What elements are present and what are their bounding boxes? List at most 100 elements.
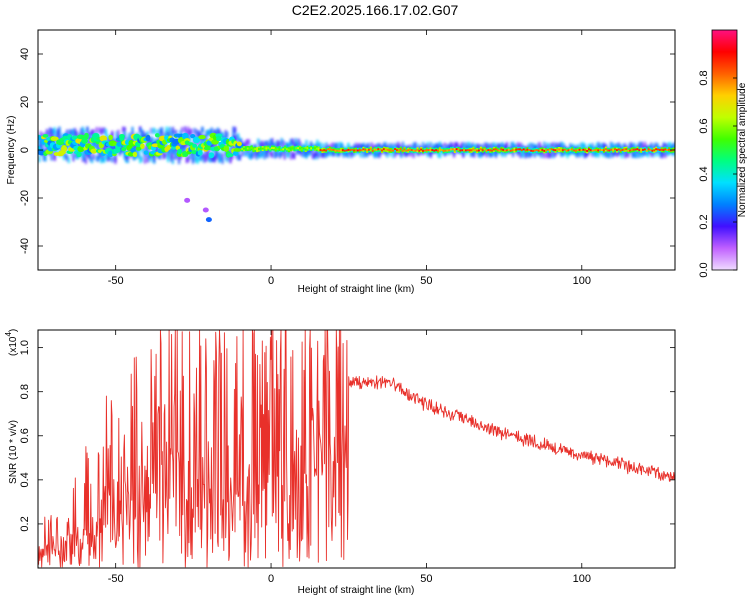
spectrogram-cell bbox=[208, 129, 212, 136]
spectrogram-cell bbox=[496, 149, 499, 152]
spectrogram-cell bbox=[191, 157, 195, 164]
spectrogram-cell bbox=[278, 141, 282, 148]
spectrogram-cell bbox=[39, 131, 43, 138]
spectrogram-cell bbox=[311, 153, 314, 160]
spectrogram-cell bbox=[131, 126, 134, 133]
spectrogram-cell bbox=[154, 133, 160, 138]
spectrogram-cell bbox=[100, 157, 103, 164]
spectrogram-cell bbox=[494, 151, 498, 158]
spectrogram-cell bbox=[207, 129, 210, 136]
spectrogram-cell bbox=[275, 150, 279, 157]
spectrogram-cell bbox=[494, 148, 497, 151]
spectrogram-cell bbox=[140, 143, 145, 149]
spectrogram-cell bbox=[505, 142, 509, 149]
colorbar-tick-label: 0.2 bbox=[698, 214, 710, 229]
spectrogram-cell bbox=[244, 150, 248, 157]
spectrogram-cell bbox=[338, 149, 341, 152]
spectrogram-cell bbox=[417, 143, 420, 150]
spectrogram-cell bbox=[321, 149, 324, 152]
spectrogram-cell bbox=[491, 142, 495, 149]
spectrogram-cell bbox=[517, 148, 520, 151]
spectrogram-ytick-label: 40 bbox=[19, 48, 31, 60]
svg-text:(x104): (x104) bbox=[4, 329, 19, 356]
spectrogram-cell bbox=[235, 133, 238, 140]
spectrogram-cell bbox=[295, 147, 298, 150]
spectrogram-cell bbox=[373, 148, 376, 151]
spectrogram-cell bbox=[524, 149, 527, 152]
spectrogram-cell bbox=[488, 151, 492, 158]
spectrogram-ytick-label: 0 bbox=[19, 147, 31, 153]
spectrogram-cell bbox=[347, 148, 350, 151]
spectrogram-cell bbox=[101, 127, 105, 134]
spectrogram-cell bbox=[574, 149, 578, 152]
spectrogram-cell bbox=[584, 151, 588, 158]
spectrogram-cell bbox=[463, 143, 467, 150]
spectrogram-cell bbox=[435, 149, 438, 152]
spectrogram-cell bbox=[308, 146, 311, 149]
spectrogram-cell bbox=[312, 152, 316, 159]
spectrogram-cell bbox=[443, 150, 447, 157]
spectrogram-cell bbox=[581, 149, 585, 156]
spectrogram-cell bbox=[269, 148, 272, 151]
spectrogram-cell bbox=[591, 150, 594, 157]
spectrogram-cell bbox=[634, 148, 637, 151]
spectrogram-cell bbox=[509, 149, 512, 152]
spectrogram-cell bbox=[637, 142, 641, 149]
spectrogram-cell bbox=[622, 143, 625, 150]
spectrogram-outlier bbox=[202, 207, 209, 213]
spectrogram-cell bbox=[76, 151, 82, 158]
spectrogram-cell bbox=[552, 148, 555, 151]
spectrogram-cell bbox=[92, 141, 95, 148]
spectrogram-cell bbox=[637, 152, 641, 159]
spectrogram-cell bbox=[353, 150, 356, 157]
spectrogram-cell bbox=[39, 139, 43, 146]
spectrogram-cell bbox=[42, 133, 49, 138]
spectrogram-cell bbox=[336, 150, 339, 157]
spectrogram-cell bbox=[114, 155, 117, 162]
spectrogram-cell bbox=[51, 129, 55, 136]
spectrogram-cell bbox=[250, 146, 253, 149]
spectrogram-cell bbox=[427, 144, 431, 151]
spectrogram-cell bbox=[358, 143, 361, 150]
spectrogram-cell bbox=[53, 154, 57, 161]
spectrogram-cell bbox=[132, 154, 136, 161]
spectrogram-cell bbox=[179, 145, 182, 152]
spectrogram-cell bbox=[654, 150, 658, 157]
spectrogram-cell bbox=[662, 149, 666, 156]
spectrogram-cell bbox=[104, 133, 108, 140]
spectrogram-xtick-label: 50 bbox=[420, 275, 432, 287]
spectrogram-cell bbox=[216, 135, 222, 142]
spectrogram-cell bbox=[528, 142, 532, 149]
spectrogram-cell bbox=[347, 151, 350, 158]
spectrogram-cell bbox=[325, 149, 328, 152]
spectrogram-cell bbox=[267, 146, 270, 149]
spectrogram-cell bbox=[143, 150, 149, 155]
spectrogram-cell bbox=[493, 142, 496, 149]
spectrogram-cell bbox=[451, 148, 455, 151]
spectrogram-cell bbox=[528, 149, 531, 152]
spectrogram-cell bbox=[261, 147, 264, 150]
spectrogram-cell bbox=[477, 149, 481, 152]
snr-xtick-label: -50 bbox=[108, 573, 124, 585]
spectrogram-cell bbox=[625, 148, 628, 151]
spectrogram-cell bbox=[435, 142, 439, 149]
spectrogram-cell bbox=[412, 142, 415, 149]
spectrogram-cell bbox=[466, 149, 470, 152]
spectrogram-cell bbox=[168, 132, 172, 139]
spectrogram-cell bbox=[546, 148, 550, 151]
spectrogram-cell bbox=[95, 127, 98, 134]
spectrogram-cell bbox=[208, 156, 212, 163]
spectrogram-cell bbox=[465, 142, 468, 149]
spectrogram-cell bbox=[538, 142, 541, 149]
spectrogram-cell bbox=[103, 156, 106, 163]
spectrogram-cell bbox=[106, 152, 109, 159]
spectrogram-cell bbox=[174, 129, 178, 136]
spectrogram-cell bbox=[378, 143, 381, 150]
spectrogram-cell bbox=[210, 156, 213, 163]
spectrogram-cell bbox=[535, 149, 538, 152]
spectrogram-cell bbox=[462, 142, 465, 149]
spectrogram-cell bbox=[629, 142, 633, 149]
spectrogram-cell bbox=[578, 148, 581, 151]
spectrogram-cell bbox=[479, 148, 483, 151]
spectrogram-cell bbox=[455, 142, 459, 149]
